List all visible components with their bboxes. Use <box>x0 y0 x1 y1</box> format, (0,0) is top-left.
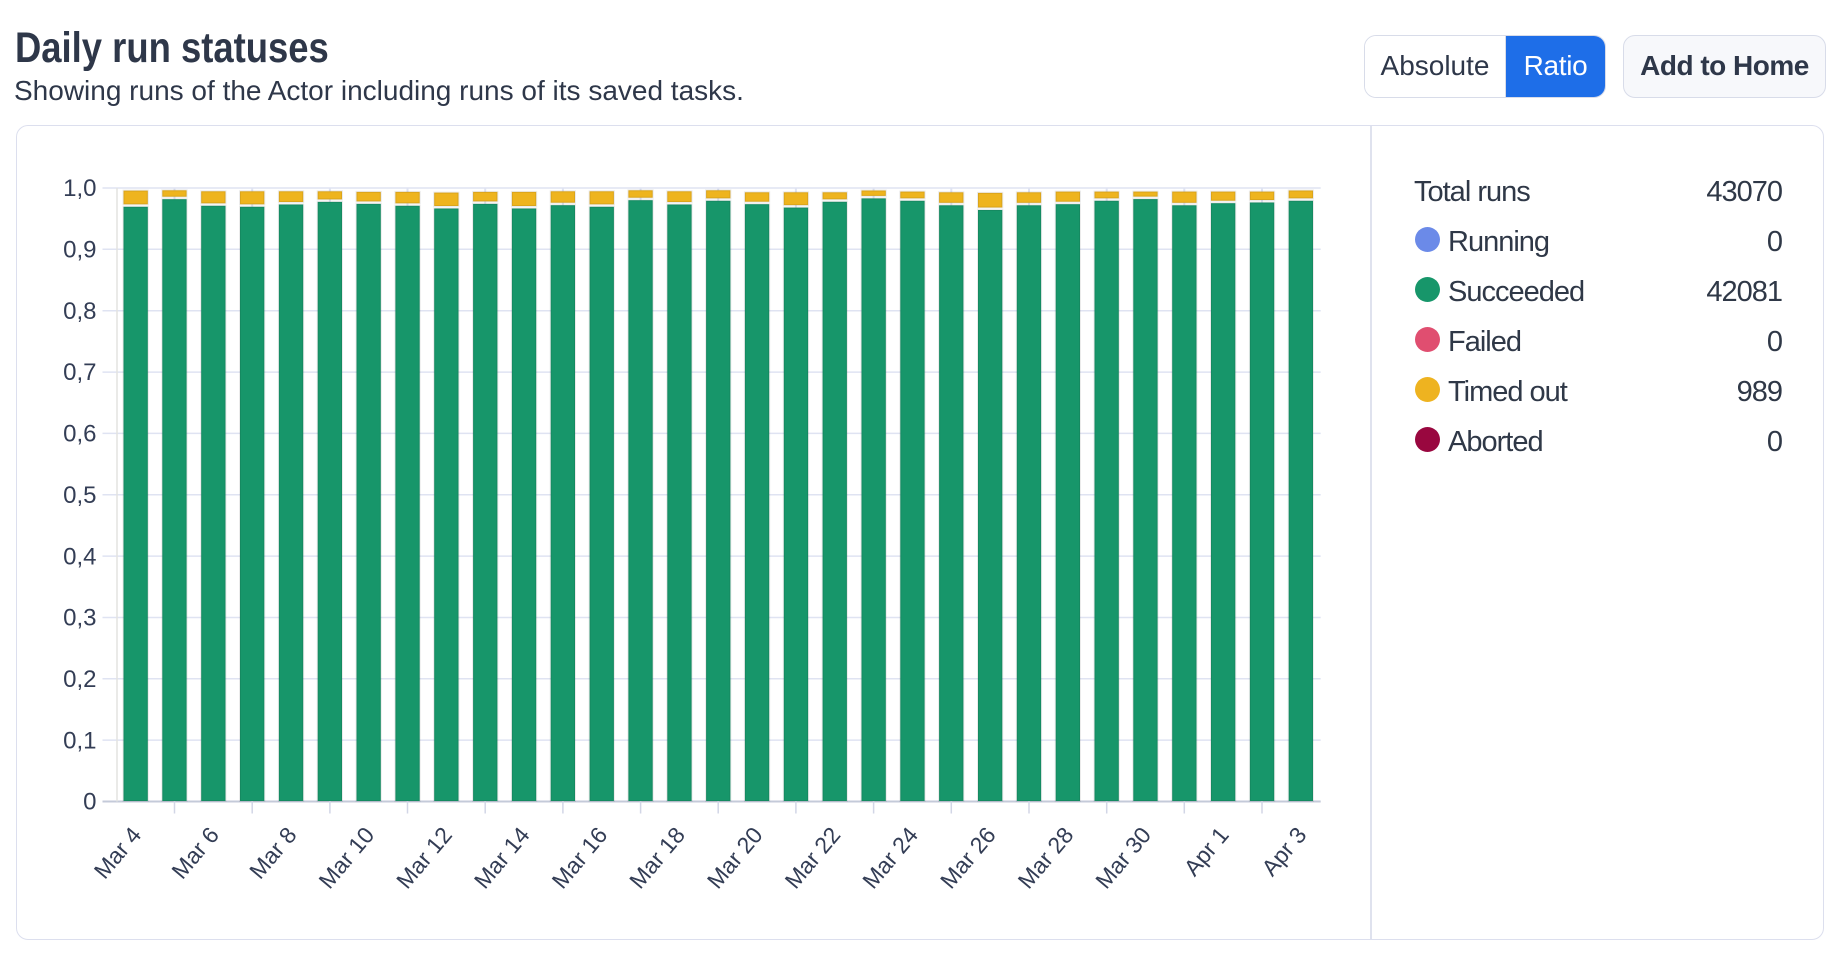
svg-text:Mar 14: Mar 14 <box>469 822 535 894</box>
svg-text:0: 0 <box>83 789 96 816</box>
svg-text:0,1: 0,1 <box>63 727 96 754</box>
svg-text:Mar 12: Mar 12 <box>391 822 457 894</box>
svg-text:0,7: 0,7 <box>63 359 96 386</box>
svg-text:Mar 16: Mar 16 <box>546 822 612 894</box>
svg-text:Mar 4: Mar 4 <box>89 822 147 884</box>
svg-text:Apr 3: Apr 3 <box>1256 822 1311 881</box>
svg-text:Mar 26: Mar 26 <box>935 822 1001 894</box>
svg-text:Mar 18: Mar 18 <box>624 822 690 894</box>
svg-text:0,4: 0,4 <box>63 543 96 570</box>
svg-text:0,6: 0,6 <box>63 421 96 448</box>
svg-text:0,9: 0,9 <box>63 237 96 264</box>
svg-text:Mar 6: Mar 6 <box>166 822 224 884</box>
svg-text:Mar 22: Mar 22 <box>779 822 845 894</box>
svg-text:0,2: 0,2 <box>63 666 96 693</box>
svg-text:Mar 10: Mar 10 <box>313 822 379 894</box>
svg-text:Mar 28: Mar 28 <box>1013 822 1079 894</box>
svg-text:Mar 8: Mar 8 <box>244 822 302 884</box>
svg-text:Mar 24: Mar 24 <box>857 822 923 894</box>
svg-text:0,8: 0,8 <box>63 298 96 325</box>
svg-text:Apr 1: Apr 1 <box>1179 822 1234 881</box>
svg-text:0,5: 0,5 <box>63 482 96 509</box>
svg-text:0,3: 0,3 <box>63 605 96 632</box>
svg-text:1,0: 1,0 <box>63 175 96 202</box>
svg-text:Mar 20: Mar 20 <box>702 822 768 894</box>
svg-text:Mar 30: Mar 30 <box>1090 822 1156 894</box>
